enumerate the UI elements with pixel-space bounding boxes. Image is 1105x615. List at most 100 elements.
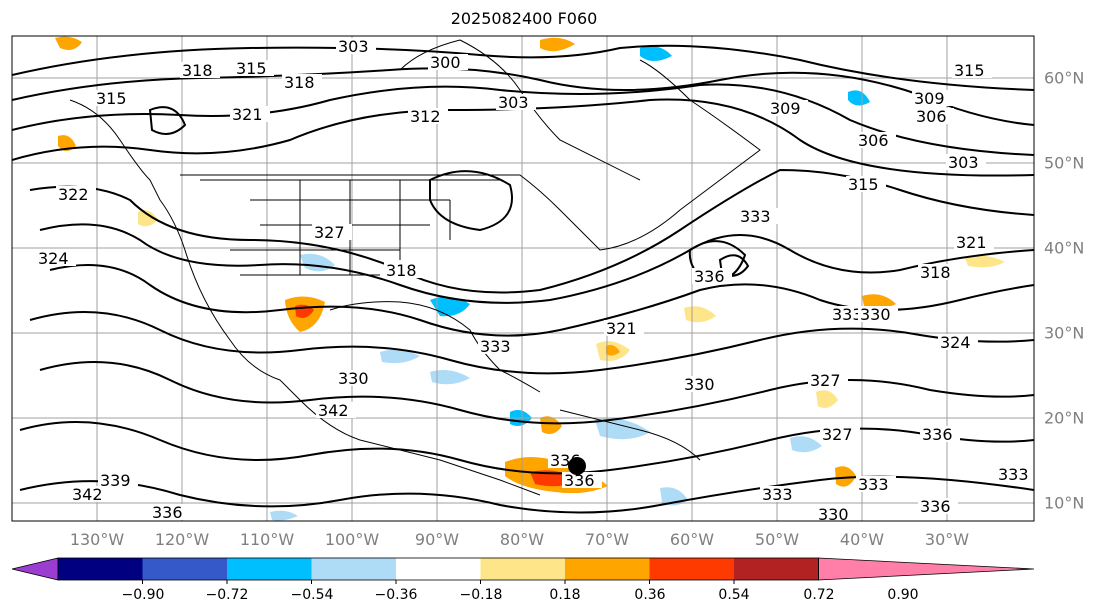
lat-label: 60°N (1044, 68, 1085, 88)
contour-label: 339 (100, 471, 131, 490)
contour-label: 318 (284, 73, 315, 92)
shade-patch (540, 416, 562, 434)
storm-center-marker (568, 457, 586, 475)
contour-label: 318 (182, 61, 213, 80)
contour-label: 333 (762, 485, 793, 504)
lat-label: 40°N (1044, 238, 1085, 258)
lat-label: 20°N (1044, 408, 1085, 428)
contour-label: 315 (96, 89, 127, 108)
map-title: 2025082400 F060 (450, 9, 598, 28)
contour-label: 303 (948, 153, 979, 172)
contour-label: 324 (940, 333, 971, 352)
colorbar-bin (480, 558, 566, 580)
colorbar-bin (565, 558, 650, 580)
shade-patch (540, 37, 575, 52)
contour-label: 333 (832, 305, 863, 324)
colorbar-tick-label: −0.90 (121, 587, 165, 603)
colorbar-tick-label: −0.36 (374, 587, 418, 603)
colorbar (11, 557, 1035, 584)
contour-label: 336 (922, 425, 953, 444)
lon-label: 100°W (324, 530, 380, 549)
contour-label: 303 (338, 37, 369, 56)
contour-label: 306 (858, 131, 889, 150)
colorbar-bin (649, 558, 735, 580)
contour-label: 333 (480, 337, 511, 356)
contour-label: 333 (858, 475, 889, 494)
shade-patch (640, 46, 672, 61)
colorbar-extend-low (11, 557, 59, 581)
contour-label: 312 (410, 107, 441, 126)
contour-label: 333 (998, 465, 1029, 484)
colorbar-tick-label: 0.36 (634, 587, 666, 603)
contour-label: 324 (38, 249, 69, 268)
contour-label: 318 (386, 261, 417, 280)
lat-label: 30°N (1044, 323, 1085, 343)
contour-label: 330 (338, 369, 369, 388)
colorbar-bin (396, 558, 481, 580)
colorbar-frame (57, 557, 819, 581)
contour-label: 315 (848, 175, 879, 194)
shade-patch (270, 510, 298, 521)
contour-label: 336 (694, 267, 725, 286)
lon-label: 130°W (69, 530, 125, 549)
lon-label: 110°W (239, 530, 295, 549)
lat-label: 50°N (1044, 153, 1085, 173)
shade-patch (58, 135, 76, 151)
shade-patch (848, 90, 870, 106)
contour-label: 330 (818, 505, 849, 524)
colorbar-bin (58, 558, 143, 580)
contour-label: 306 (916, 107, 947, 126)
colorbar-tick-label: −0.18 (459, 587, 503, 603)
colorbar-tick-label: −0.54 (290, 587, 334, 603)
contour-label: 318 (920, 263, 951, 282)
contour-label: 342 (72, 485, 103, 504)
contour-label: 300 (430, 53, 461, 72)
shade-patch (55, 36, 82, 50)
contour-label: 327 (810, 371, 841, 390)
contour-label: 327 (822, 425, 853, 444)
shade-patch (430, 370, 470, 385)
contour-label: 336 (152, 503, 183, 522)
lat-label: 10°N (1044, 493, 1085, 513)
shade-patch (380, 349, 420, 364)
lon-label: 50°W (754, 530, 800, 549)
contour-label: 315 (236, 59, 267, 78)
contour-label: 327 (314, 223, 345, 242)
contour-label: 336 (920, 497, 951, 516)
contour-label: 315 (954, 61, 985, 80)
lon-label: 120°W (154, 530, 210, 549)
contour-label: 321 (956, 233, 987, 252)
colorbar-tick-label: −0.72 (205, 587, 249, 603)
contour-label: 321 (606, 319, 637, 338)
shade-patch (862, 294, 896, 309)
colorbar-bin (311, 558, 397, 580)
colorbar-tick-label: 0.90 (887, 587, 919, 603)
lon-label: 70°W (584, 530, 630, 549)
contour-label: 321 (232, 105, 263, 124)
colorbar-tick-label: 0.54 (718, 587, 750, 603)
contour-label: 342 (318, 401, 349, 420)
shade-patch (790, 436, 822, 453)
contour-label: 309 (770, 99, 801, 118)
lon-label: 90°W (414, 530, 460, 549)
shade-patch (965, 255, 1005, 268)
contour-label: 309 (914, 89, 945, 108)
colorbar-bin (227, 558, 312, 580)
shade-patch (816, 390, 838, 408)
shade-patch (835, 466, 856, 487)
shade-patch (606, 344, 620, 356)
contour-label: 330 (684, 375, 715, 394)
colorbar-bin (142, 558, 228, 580)
contour-label: 322 (58, 185, 89, 204)
lon-label: 30°W (924, 530, 970, 549)
colorbar-extend-high (818, 557, 1035, 581)
colorbar-bin (734, 558, 819, 580)
contour-label-layer: 303 300 318 315 318 321 315 312 303 309 … (36, 37, 1034, 524)
contour-label: 333 (740, 207, 771, 226)
contour-label: 303 (498, 93, 529, 112)
lon-label: 60°W (669, 530, 715, 549)
map-plot-area: 303 300 318 315 318 321 315 312 303 309 … (12, 36, 1034, 524)
colorbar-tick-label: 0.18 (549, 587, 581, 603)
map-frame (11, 35, 1035, 522)
